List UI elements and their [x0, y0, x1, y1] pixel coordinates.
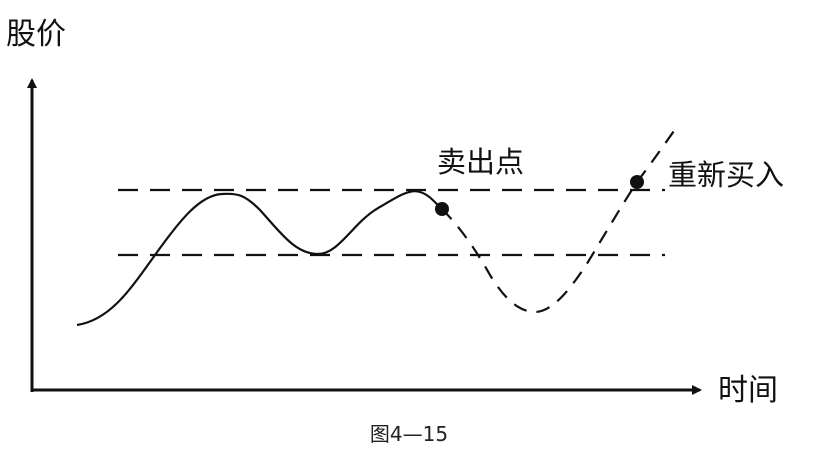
- price-curve-solid: [76, 190, 443, 327]
- rebuy-point-marker: [630, 175, 644, 189]
- figure-caption: 图4—15: [370, 422, 448, 446]
- rebuy-point-label: 重新买入: [668, 158, 784, 192]
- x-axis-label: 时间: [718, 373, 778, 408]
- y-axis-label: 股价: [6, 17, 66, 52]
- sell-point-label: 卖出点: [437, 145, 524, 179]
- sell-point-marker: [435, 202, 449, 216]
